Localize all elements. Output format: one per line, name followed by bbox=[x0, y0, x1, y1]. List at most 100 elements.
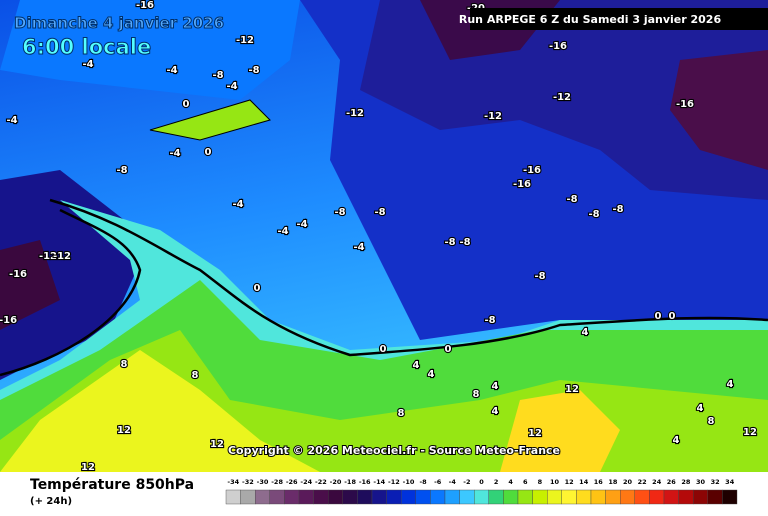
legend-tick-label: -28 bbox=[271, 478, 283, 486]
legend-tick-label: 14 bbox=[579, 478, 589, 486]
footer-title: Température 850hPa bbox=[30, 477, 194, 493]
legend-swatch bbox=[576, 489, 592, 505]
map-value-label: 12 bbox=[210, 439, 224, 450]
legend-tick-label: -12 bbox=[388, 478, 400, 486]
map-value-label: -4 bbox=[296, 219, 307, 230]
legend-tick-label: 6 bbox=[523, 478, 528, 486]
legend-swatch bbox=[430, 489, 446, 505]
map-value-label: 0 bbox=[380, 344, 387, 355]
map-value-label: 0 bbox=[254, 283, 261, 294]
map-value-label: -4 bbox=[169, 148, 180, 159]
legend-swatch bbox=[254, 489, 270, 505]
legend-tick-label: -32 bbox=[242, 478, 254, 486]
legend-swatch bbox=[371, 489, 387, 505]
legend-tick-label: -20 bbox=[330, 478, 342, 486]
map-value-label: -8 bbox=[612, 204, 623, 215]
legend-tick-label: 28 bbox=[681, 478, 691, 486]
run-label: Run ARPEGE 6 Z du Samedi 3 janvier 2026 bbox=[459, 13, 722, 26]
map-value-label: -16 bbox=[0, 315, 17, 326]
map-value-label: -12 bbox=[346, 108, 364, 119]
map-value-label: -4 bbox=[166, 65, 177, 76]
legend-swatch bbox=[547, 489, 563, 505]
map-value-label: -16 bbox=[676, 99, 694, 110]
legend-tick-label: -30 bbox=[257, 478, 269, 486]
map-value-label: -4 bbox=[353, 242, 364, 253]
legend-tick-label: 12 bbox=[565, 478, 574, 486]
time-label: 6:00 locale bbox=[22, 35, 151, 59]
map-value-label: 4 bbox=[492, 406, 499, 417]
legend-tick-label: 4 bbox=[508, 478, 513, 486]
map-value-label: -4 bbox=[6, 115, 17, 126]
legend-tick-label: -2 bbox=[463, 478, 470, 486]
map-value-label: 8 bbox=[192, 370, 199, 381]
map-value-label: 0 bbox=[445, 344, 452, 355]
map-value-label: 8 bbox=[473, 389, 480, 400]
map-value-label: 8 bbox=[398, 408, 405, 419]
map-value-label: -4 bbox=[232, 199, 243, 210]
map-value-label: 4 bbox=[413, 360, 420, 371]
map-value-label: 0 bbox=[205, 147, 212, 158]
legend-swatch bbox=[707, 489, 723, 505]
legend-swatch bbox=[313, 489, 329, 505]
legend-swatch bbox=[722, 489, 738, 505]
legend-swatch bbox=[284, 489, 300, 505]
legend-swatch bbox=[357, 489, 373, 505]
map-value-label: -8 bbox=[534, 271, 545, 282]
map-value-label: -8 bbox=[484, 315, 495, 326]
legend-swatch bbox=[663, 489, 679, 505]
map-value-label: -4 bbox=[226, 81, 237, 92]
map-value-label: -8 bbox=[334, 207, 345, 218]
map-value-label: 12 bbox=[565, 384, 579, 395]
legend-swatch bbox=[678, 489, 694, 505]
map-value-label: -16 bbox=[523, 165, 541, 176]
legend-swatch bbox=[240, 489, 256, 505]
legend-swatch bbox=[474, 489, 490, 505]
legend-swatch bbox=[634, 489, 650, 505]
legend-swatch bbox=[590, 489, 606, 505]
legend-tick-label: -24 bbox=[300, 478, 312, 486]
map-value-label: -16 bbox=[9, 269, 27, 280]
legend-swatch bbox=[386, 489, 402, 505]
legend-swatch bbox=[328, 489, 344, 505]
map-value-label: 4 bbox=[727, 379, 734, 390]
legend-tick-label: 10 bbox=[550, 478, 560, 486]
footer-subtitle: (+ 24h) bbox=[30, 496, 72, 507]
legend-tick-label: 8 bbox=[538, 478, 543, 486]
legend-tick-label: 26 bbox=[667, 478, 677, 486]
legend-swatch bbox=[693, 489, 709, 505]
map-value-label: -8 bbox=[444, 237, 455, 248]
map-value-label: 0 bbox=[669, 311, 676, 322]
map-value-label: -16 bbox=[513, 179, 531, 190]
map-value-label: -12 bbox=[53, 251, 71, 262]
legend-tick-label: 22 bbox=[638, 478, 647, 486]
legend-tick-label: -34 bbox=[227, 478, 239, 486]
map-value-label: -4 bbox=[277, 226, 288, 237]
map-value-label: -8 bbox=[212, 70, 223, 81]
legend-tick-label: 0 bbox=[479, 478, 484, 486]
legend-tick-label: 24 bbox=[652, 478, 662, 486]
legend-tick-label: -6 bbox=[434, 478, 442, 486]
legend-tick-label: -26 bbox=[286, 478, 298, 486]
map-value-label: 4 bbox=[428, 369, 435, 380]
legend-tick-label: -14 bbox=[373, 478, 385, 486]
legend-swatch bbox=[298, 489, 314, 505]
map-value-label: -12 bbox=[553, 92, 571, 103]
color-legend: -34 -32 -30 -28 -26 -24 -22 -20 -18 -16 -14 -12 -10-… bbox=[225, 478, 738, 505]
map-value-label: -12 bbox=[236, 35, 254, 46]
legend-swatch bbox=[561, 489, 577, 505]
map-value-label: 8 bbox=[708, 416, 715, 427]
copyright: Copyright © 2026 Meteociel.fr - Source M… bbox=[228, 444, 560, 457]
legend-tick-label: -10 bbox=[403, 478, 415, 486]
map-value-label: 0 bbox=[183, 99, 190, 110]
run-box bbox=[470, 8, 768, 30]
legend-swatch bbox=[444, 489, 460, 505]
legend-tick-label: 34 bbox=[725, 478, 735, 486]
map-value-label: -8 bbox=[248, 65, 259, 76]
map-value-label: 4 bbox=[697, 403, 704, 414]
map-value-label: -8 bbox=[116, 165, 127, 176]
map-value-label: -8 bbox=[588, 209, 599, 220]
map-value-label: -12 bbox=[484, 111, 502, 122]
map bbox=[0, 0, 768, 472]
legend-swatch bbox=[342, 489, 358, 505]
